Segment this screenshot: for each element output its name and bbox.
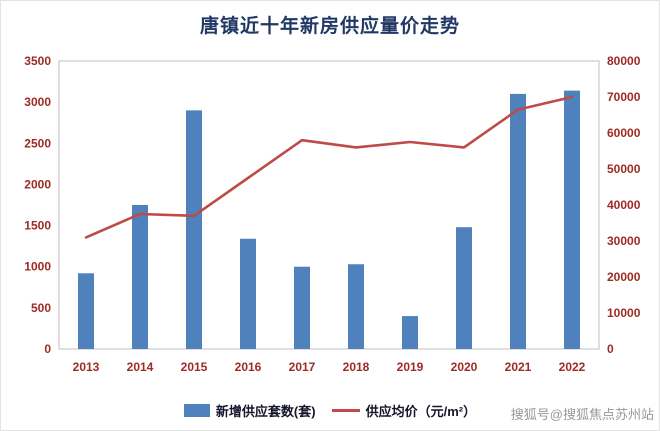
bar	[510, 93, 526, 349]
right-axis-tick-label: 80000	[607, 54, 641, 68]
bar	[132, 205, 148, 349]
left-axis-tick-label: 3500	[24, 54, 51, 68]
x-axis-tick-label: 2022	[559, 360, 586, 374]
left-axis-tick-label: 1500	[24, 219, 51, 233]
x-axis-tick-label: 2014	[127, 360, 154, 374]
x-axis-tick-label: 2013	[73, 360, 100, 374]
x-axis-tick-label: 2019	[397, 360, 424, 374]
legend-bar-label: 新增供应套数(套)	[215, 404, 316, 419]
x-axis-tick-label: 2020	[451, 360, 478, 374]
bar	[294, 266, 310, 349]
right-axis-tick-label: 60000	[607, 126, 641, 140]
right-axis-tick-label: 20000	[607, 270, 641, 284]
right-axis-tick-label: 30000	[607, 234, 641, 248]
x-axis-tick-label: 2021	[505, 360, 532, 374]
watermark-text: 搜狐号@搜狐焦点苏州站	[510, 407, 654, 422]
line-series	[84, 95, 574, 239]
left-axis-tick-label: 500	[31, 301, 51, 315]
line-series-swatch-icon	[331, 409, 360, 412]
right-axis-tick-label: 50000	[607, 162, 641, 176]
x-axis-tick-label: 2018	[343, 360, 370, 374]
bar	[402, 316, 418, 349]
chart-legend: 新增供应套数(套) 供应均价（元/m²）	[1, 401, 659, 420]
x-axis-tick-label: 2017	[289, 360, 316, 374]
left-axis-tick-label: 0	[44, 342, 51, 356]
chart-canvas: 0 500 1000 1500 2000 2500 3000 3500 0 10000 20000 3…	[24, 54, 641, 374]
right-axis-tick-label: 40000	[607, 198, 641, 212]
x-axis-tick-label: 2015	[181, 360, 208, 374]
left-axis-tick-label: 2000	[24, 177, 51, 191]
right-axis-tick-label: 10000	[607, 306, 641, 320]
plot-border	[58, 60, 600, 350]
right-axis-tick-label: 70000	[607, 90, 641, 104]
bar	[456, 227, 472, 349]
x-axis-tick-label: 2016	[235, 360, 262, 374]
legend-line-label: 供应均价（元/m²）	[365, 404, 477, 419]
legend-item-bar: 新增供应套数(套)	[183, 401, 316, 420]
bar	[78, 273, 94, 349]
chart-title: 唐镇近十年新房供应量价走势	[199, 16, 460, 37]
left-axis-tick-label: 3000	[24, 95, 51, 109]
left-axis-tick-label: 2500	[24, 136, 51, 150]
bar	[240, 238, 256, 349]
legend-item-line: 供应均价（元/m²）	[331, 401, 477, 420]
bar-series-swatch-icon	[183, 404, 210, 417]
bar	[348, 264, 364, 349]
bar	[186, 110, 202, 349]
right-axis-tick-label: 0	[607, 342, 614, 356]
left-axis-tick-label: 1000	[24, 260, 51, 274]
bar	[564, 90, 580, 349]
